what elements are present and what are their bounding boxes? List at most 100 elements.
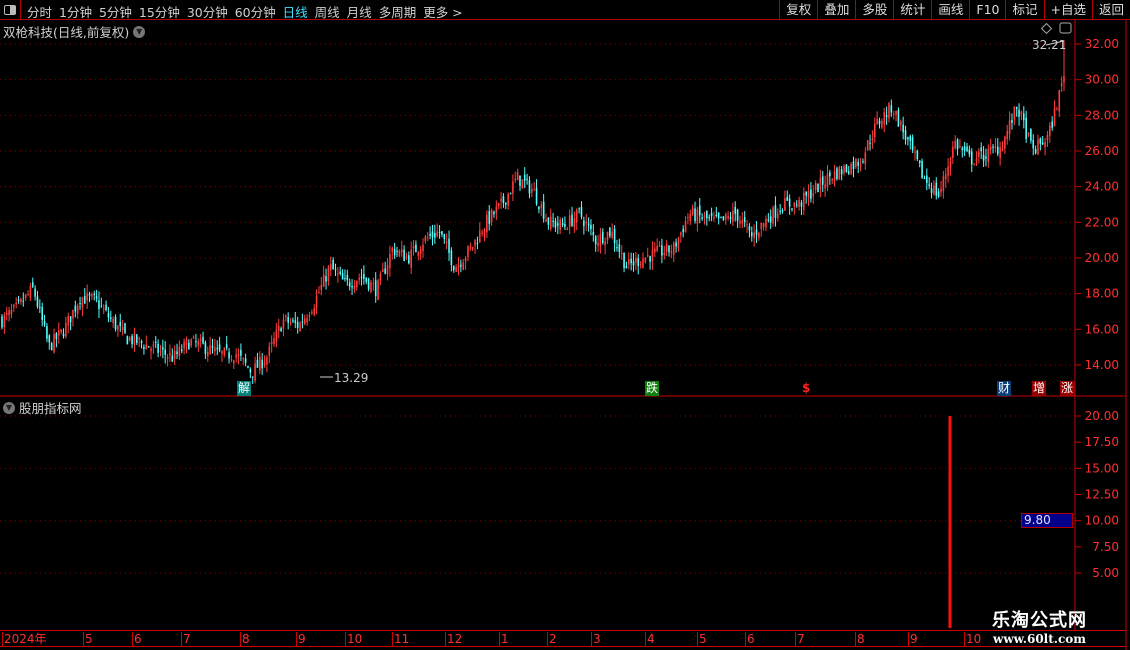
candle	[623, 252, 625, 268]
chevron-down-icon[interactable]: ▼	[133, 25, 146, 38]
candle	[935, 182, 938, 196]
candle	[206, 351, 209, 357]
candle	[992, 146, 994, 148]
candle	[904, 130, 907, 140]
candle	[5, 312, 8, 315]
candle	[339, 271, 342, 274]
candle	[594, 236, 597, 245]
candle	[493, 211, 495, 215]
tab-period[interactable]: 多周期	[378, 5, 417, 20]
candle	[289, 322, 292, 324]
candle	[661, 245, 663, 256]
tab-period[interactable]: 1分钟	[59, 5, 92, 20]
event-marker[interactable]: $	[802, 381, 811, 395]
candle	[429, 233, 431, 236]
tab-period[interactable]: 月线	[346, 5, 372, 20]
tab-period[interactable]: 15分钟	[138, 5, 180, 20]
candle	[372, 283, 375, 285]
candle	[933, 185, 935, 195]
candle	[83, 296, 86, 304]
toolbar-button[interactable]: +自选	[1043, 0, 1092, 20]
toolbar-button[interactable]: 叠加	[817, 0, 855, 20]
candle	[41, 307, 44, 321]
candle	[833, 170, 836, 181]
tab-period[interactable]: 5分钟	[98, 5, 132, 20]
candle	[1056, 109, 1058, 111]
candle	[710, 213, 713, 216]
candle	[197, 341, 200, 346]
event-marker[interactable]: 跌	[645, 381, 660, 396]
event-marker[interactable]: 增	[1032, 381, 1047, 396]
candle	[164, 349, 167, 355]
candle	[760, 222, 763, 230]
tab-period[interactable]: 60分钟	[234, 5, 276, 20]
candle	[24, 294, 27, 299]
candle	[672, 243, 675, 255]
candle	[916, 150, 919, 160]
event-marker[interactable]: 财	[997, 381, 1012, 396]
candle	[907, 137, 909, 140]
candle	[431, 231, 434, 238]
candle	[609, 227, 611, 237]
candle	[954, 141, 956, 149]
toolbar-button[interactable]: 统计	[893, 0, 931, 20]
candle	[48, 335, 51, 343]
tab-period[interactable]: 日线	[282, 5, 308, 20]
candle	[961, 147, 964, 151]
indicator-title[interactable]: ▼ 股朋指标网	[3, 398, 82, 417]
candle	[1058, 89, 1061, 112]
candle	[852, 161, 855, 170]
toolbar-button[interactable]: F10	[969, 0, 1005, 20]
tab-period[interactable]: 30分钟	[186, 5, 228, 20]
chevron-down-icon[interactable]: ▼	[3, 401, 15, 414]
toolbar-button[interactable]: 标记	[1005, 0, 1043, 20]
candle	[1037, 139, 1039, 155]
candle	[873, 123, 876, 138]
candle	[914, 151, 916, 153]
candle	[786, 196, 789, 201]
tab-period[interactable]: 周线	[314, 5, 340, 20]
candle	[1063, 76, 1065, 83]
candle	[795, 204, 798, 206]
toolbar-button[interactable]: 复权	[779, 0, 817, 20]
layout-toggle-button[interactable]	[0, 0, 21, 20]
candle	[462, 262, 465, 270]
toolbar-button[interactable]: 返回	[1091, 0, 1130, 20]
chart-title[interactable]: 双枪科技(日线,前复权) ▼	[3, 22, 146, 41]
tab-period[interactable]: 分时	[27, 5, 53, 20]
diamond-icon	[1040, 22, 1053, 35]
candle	[263, 362, 266, 365]
candle	[34, 288, 36, 297]
candle	[1030, 128, 1032, 141]
candle	[145, 344, 148, 350]
candle	[845, 164, 848, 172]
toolbar-button[interactable]: 画线	[931, 0, 969, 20]
toolbar-button[interactable]: 多股	[855, 0, 893, 20]
candle	[703, 215, 706, 218]
candle	[306, 318, 308, 323]
candle	[10, 309, 13, 315]
candle	[918, 160, 921, 163]
candle	[892, 113, 895, 115]
tab-period[interactable]: 更多 >	[423, 5, 463, 20]
candle	[599, 233, 602, 247]
candle	[509, 193, 512, 195]
candle	[176, 351, 178, 354]
candle	[788, 198, 791, 207]
candle	[670, 251, 673, 254]
event-marker[interactable]: 涨	[1060, 381, 1075, 396]
candle	[651, 249, 654, 262]
candle	[620, 252, 623, 254]
event-marker[interactable]: 解	[237, 381, 252, 396]
candle	[635, 258, 637, 263]
candle	[199, 339, 202, 341]
candle	[696, 209, 699, 224]
candle	[698, 205, 701, 216]
price-tick: 18.00	[1085, 287, 1119, 301]
candle	[549, 216, 552, 230]
candle	[978, 151, 980, 157]
candle	[840, 169, 843, 175]
candle	[855, 159, 857, 168]
candle	[732, 210, 734, 222]
